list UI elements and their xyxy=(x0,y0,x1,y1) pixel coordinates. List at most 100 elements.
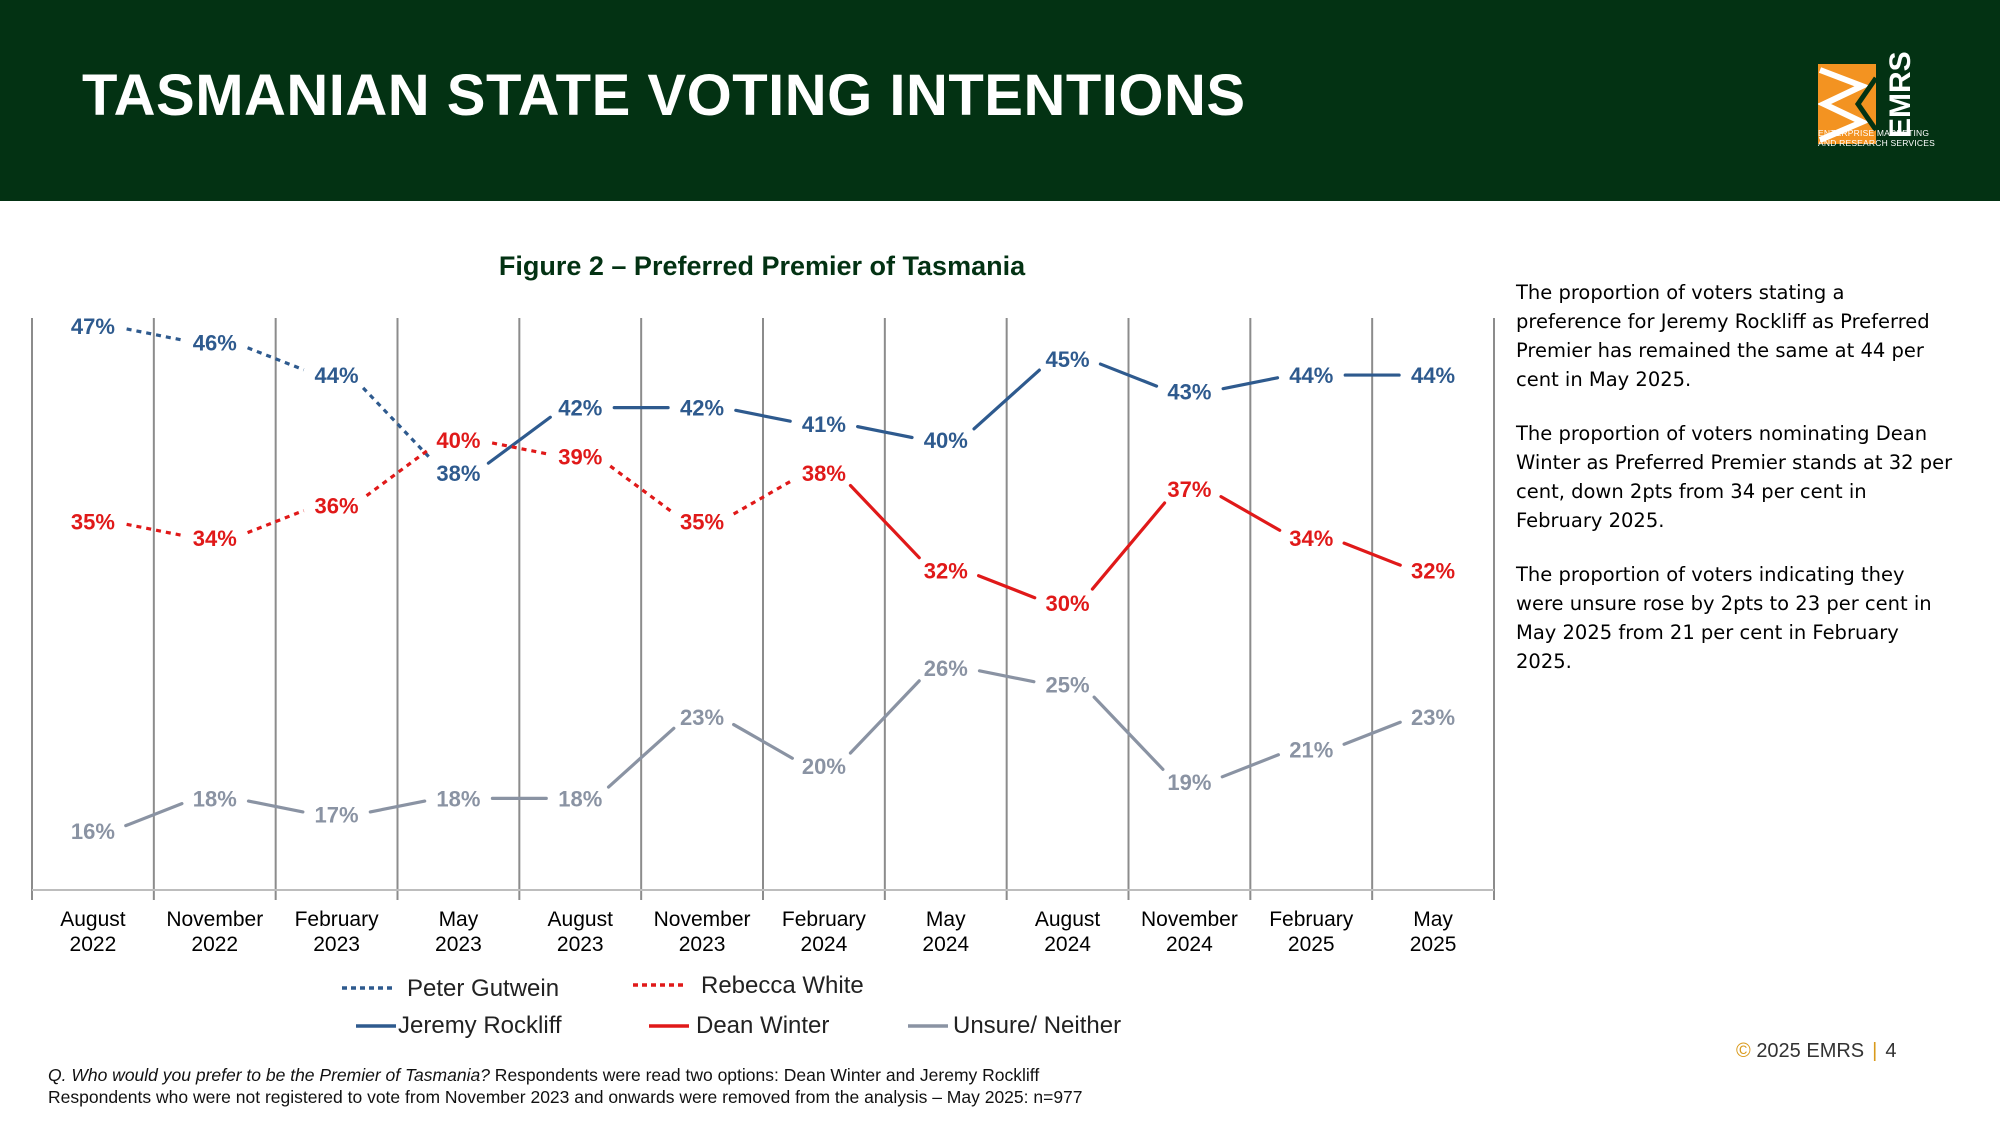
data-label: 43% xyxy=(1167,379,1211,404)
x-tick-label-year: 2022 xyxy=(191,933,238,956)
copyright-text: 2025 EMRS xyxy=(1756,1040,1865,1062)
data-label: 35% xyxy=(71,510,115,535)
data-label: 47% xyxy=(71,314,115,339)
series-line-dean-winter xyxy=(848,483,921,560)
x-tick-label-year: 2024 xyxy=(1044,933,1091,956)
data-label: 37% xyxy=(1167,477,1211,502)
data-label: 38% xyxy=(802,461,846,486)
x-tick-label-year: 2023 xyxy=(557,933,604,956)
series-line-jeremy-rockliff xyxy=(361,386,434,462)
data-label: 42% xyxy=(558,396,602,421)
header-banner: TASMANIAN STATE VOTING INTENTIONS xyxy=(0,0,2000,201)
commentary-rockliff: The proportion of voters stating a prefe… xyxy=(1516,281,1930,391)
series-line-dean-winter xyxy=(247,509,305,535)
logo-tagline-1: ENTERPRISE MARKETING xyxy=(1818,128,1930,138)
series-line-jeremy-rockliff xyxy=(734,408,792,423)
series-line-jeremy-rockliff xyxy=(972,368,1041,431)
commentary-unsure: The proportion of voters indicating they… xyxy=(1516,563,1932,673)
data-label: 36% xyxy=(315,493,359,518)
x-tick-label-month: August xyxy=(1035,908,1101,931)
series-line-unsure-neither xyxy=(977,669,1036,684)
page-separator: | xyxy=(1872,1040,1878,1062)
data-label: 16% xyxy=(71,819,115,844)
page-number: 4 xyxy=(1885,1040,1897,1062)
data-label: 44% xyxy=(1289,363,1333,388)
data-label: 45% xyxy=(1046,347,1090,372)
data-label: 35% xyxy=(680,510,724,535)
logo-wordmark: EMRS xyxy=(1884,52,1917,138)
series-line-unsure-neither xyxy=(732,722,794,760)
series-line-jeremy-rockliff xyxy=(856,425,914,440)
data-label: 44% xyxy=(1411,363,1455,388)
series-line-unsure-neither xyxy=(246,799,305,814)
copyright: © 2025 EMRS | 4 xyxy=(1736,1040,1896,1063)
data-label: 25% xyxy=(1046,672,1090,697)
series-line-dean-winter xyxy=(365,448,430,497)
x-tick-label-month: November xyxy=(1141,908,1238,931)
data-label: 34% xyxy=(193,526,237,551)
series-line-unsure-neither xyxy=(1220,753,1281,779)
x-tick-label-year: 2025 xyxy=(1410,933,1457,956)
data-label: 34% xyxy=(1289,526,1333,551)
x-tick-label-month: February xyxy=(782,908,867,931)
series-line-dean-winter xyxy=(1219,495,1282,532)
data-label: 18% xyxy=(558,786,602,811)
data-label: 44% xyxy=(315,363,359,388)
series-line-unsure-neither xyxy=(368,799,427,814)
series-line-dean-winter xyxy=(732,478,794,516)
legend-label: Dean Winter xyxy=(696,1012,829,1039)
series-line-jeremy-rockliff xyxy=(1098,362,1159,388)
data-label: 38% xyxy=(436,461,480,486)
x-tick-label-year: 2022 xyxy=(70,933,117,956)
data-label: 40% xyxy=(924,428,968,453)
data-label: 30% xyxy=(1046,591,1090,616)
footnote-line-2: Respondents who were not registered to v… xyxy=(48,1087,1083,1107)
x-tick-label-year: 2024 xyxy=(922,933,969,956)
legend-label: Jeremy Rockliff xyxy=(398,1012,562,1039)
emrs-logo: EMRS xyxy=(1818,52,1917,144)
data-label: 18% xyxy=(193,786,237,811)
x-tick-label-month: May xyxy=(1413,908,1453,931)
x-tick-label-month: November xyxy=(654,908,751,931)
commentary-winter: The proportion of voters nominating Dean… xyxy=(1516,422,1953,532)
x-tick-label-year: 2023 xyxy=(679,933,726,956)
data-label: 32% xyxy=(924,558,968,583)
series-line-unsure-neither xyxy=(848,679,921,755)
preferred-premier-chart: Figure 2 – Preferred Premier of Tasmania… xyxy=(31,251,1495,1039)
x-tick-label-year: 2023 xyxy=(313,933,360,956)
data-label: 20% xyxy=(802,754,846,779)
footnote-question: Q. Who would you prefer to be the Premie… xyxy=(48,1065,490,1085)
x-tick-label-year: 2024 xyxy=(1166,933,1213,956)
footnote-options: Respondents were read two options: Dean … xyxy=(489,1065,1040,1085)
x-tick-label-month: May xyxy=(926,908,966,931)
data-label: 17% xyxy=(315,803,359,828)
footnote-line-1: Q. Who would you prefer to be the Premie… xyxy=(48,1064,1083,1086)
copyright-symbol: © xyxy=(1736,1040,1751,1062)
logo-tagline: ENTERPRISE MARKETING AND RESEARCH SERVIC… xyxy=(1818,128,1935,148)
data-label: 32% xyxy=(1411,558,1455,583)
x-tick-label-month: February xyxy=(295,908,380,931)
chart-title: Figure 2 – Preferred Premier of Tasmania xyxy=(499,251,1026,281)
series-line-unsure-neither xyxy=(606,726,676,789)
page-title: TASMANIAN STATE VOTING INTENTIONS xyxy=(82,63,1246,128)
legend-label: Peter Gutwein xyxy=(407,975,559,1002)
series-line-jeremy-rockliff xyxy=(486,415,552,465)
x-tick-label-year: 2025 xyxy=(1288,933,1335,956)
x-tick-label-month: May xyxy=(439,908,479,931)
x-tick-label-month: August xyxy=(60,908,126,931)
series-line-unsure-neither xyxy=(1092,695,1165,771)
legend-label: Rebecca White xyxy=(701,972,864,999)
data-label: 46% xyxy=(193,331,237,356)
data-label: 23% xyxy=(680,705,724,730)
x-tick-label-month: November xyxy=(166,908,263,931)
series-line-unsure-neither xyxy=(124,802,184,828)
series-line-dean-winter xyxy=(1342,541,1402,567)
x-tick-label-year: 2023 xyxy=(435,933,482,956)
x-tick-label-year: 2024 xyxy=(801,933,848,956)
data-label: 18% xyxy=(436,786,480,811)
x-tick-label-month: February xyxy=(1269,908,1354,931)
series-line-jeremy-rockliff xyxy=(1221,376,1280,391)
data-label: 39% xyxy=(558,444,602,469)
data-label: 42% xyxy=(680,396,724,421)
data-label: 21% xyxy=(1289,738,1333,763)
